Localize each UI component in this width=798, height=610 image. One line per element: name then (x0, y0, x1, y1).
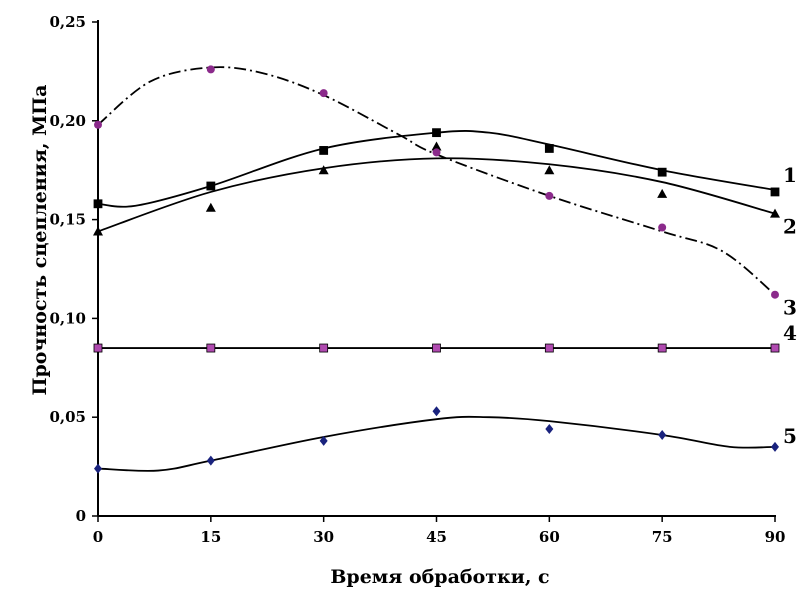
data-point-series-3 (432, 148, 441, 157)
data-point-series-2 (544, 165, 555, 175)
x-axis-title: Время обработки, с (330, 566, 549, 588)
markers (93, 65, 780, 474)
data-point-series-4 (770, 343, 780, 353)
series-label-3: 3 (783, 296, 797, 320)
y-tick-label: 0,25 (49, 13, 86, 31)
data-point-series-4 (544, 343, 554, 353)
trend-line-series-5 (97, 415, 776, 472)
y-tick-label: 0,20 (49, 112, 86, 130)
data-point-series-3 (545, 191, 554, 200)
data-point-series-5 (658, 429, 667, 440)
data-point-series-1 (206, 181, 216, 191)
data-point-series-5 (319, 435, 328, 446)
data-point-series-2 (657, 188, 668, 198)
data-point-series-4 (319, 343, 329, 353)
data-point-series-5 (771, 441, 779, 452)
series-labels: 1 2 34 5 (783, 163, 797, 448)
x-tick-label: 75 (652, 528, 673, 546)
trend-line-series-3 (97, 66, 776, 296)
data-point-series-3 (94, 120, 102, 129)
y-tick-label: 0,15 (49, 211, 86, 229)
data-point-series-1 (319, 146, 329, 155)
data-point-series-3 (771, 290, 779, 299)
series-label-5: 5 (783, 424, 797, 448)
data-point-series-2 (318, 165, 329, 175)
data-point-series-5 (206, 455, 215, 466)
data-point-series-2 (770, 208, 780, 218)
x-tick-label: 60 (539, 528, 560, 546)
x-tick-label: 15 (200, 528, 221, 546)
series-label-1: 1 (783, 163, 797, 187)
x-tick-label: 30 (313, 528, 334, 546)
trend-line-series-2 (97, 157, 776, 233)
data-point-series-5 (432, 406, 441, 417)
series-label-2: 2 (783, 215, 797, 239)
data-point-series-3 (658, 223, 667, 232)
data-point-series-4 (206, 343, 216, 353)
data-point-series-2 (93, 226, 103, 236)
y-axis-title: Прочность сцепления, МПа (29, 85, 51, 396)
ticks: 0 15 30 45 60 75 90 0 0,05 0,10 0,15 0,20 0,25 (49, 13, 785, 546)
data-point-series-1 (432, 128, 441, 138)
data-point-series-4 (657, 343, 667, 353)
data-point-series-5 (94, 463, 102, 474)
data-point-series-1 (93, 199, 103, 209)
y-tick-label: 0,05 (49, 408, 86, 426)
data-point-series-4 (432, 343, 441, 353)
data-point-series-1 (770, 187, 780, 197)
data-point-series-5 (545, 424, 554, 435)
series-label-4: 4 (783, 321, 797, 345)
x-tick-label: 45 (426, 528, 447, 546)
y-tick-label: 0 (76, 507, 86, 525)
data-point-series-3 (319, 89, 328, 98)
data-point-series-2 (431, 141, 442, 151)
data-point-series-4 (93, 343, 103, 353)
data-point-series-1 (544, 144, 554, 153)
y-tick-label: 0,10 (49, 309, 86, 327)
data-point-series-2 (205, 202, 216, 212)
data-point-series-3 (206, 65, 215, 74)
data-point-series-1 (657, 167, 667, 177)
x-tick-label: 0 (93, 528, 103, 546)
x-tick-label: 90 (765, 528, 786, 546)
axes (97, 20, 776, 517)
